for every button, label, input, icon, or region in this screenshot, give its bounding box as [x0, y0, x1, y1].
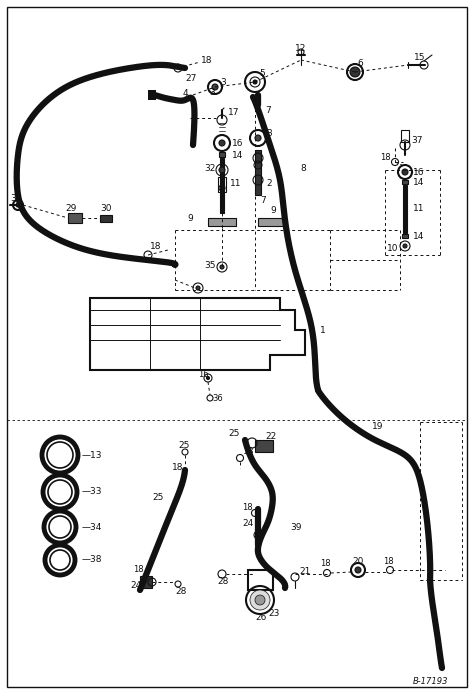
Text: 14: 14: [232, 151, 243, 160]
Text: 14: 14: [413, 178, 424, 187]
Text: —13: —13: [82, 450, 102, 459]
Text: 17: 17: [228, 108, 239, 117]
Text: 26: 26: [255, 613, 266, 623]
Text: 37: 37: [411, 135, 422, 144]
Text: 10: 10: [387, 244, 399, 253]
Bar: [402, 180, 408, 184]
Text: 18: 18: [150, 242, 162, 251]
Circle shape: [253, 80, 257, 84]
Text: —38: —38: [82, 555, 102, 564]
Text: 16: 16: [232, 139, 244, 148]
Circle shape: [256, 534, 259, 536]
Text: 1: 1: [320, 325, 326, 335]
Text: 3: 3: [266, 128, 272, 137]
Bar: [402, 234, 408, 238]
Text: 18: 18: [133, 566, 144, 575]
Text: 11: 11: [230, 178, 241, 187]
Text: 25: 25: [178, 441, 190, 450]
Text: 31: 31: [10, 194, 21, 203]
Text: 36: 36: [212, 393, 223, 403]
Text: 30: 30: [100, 203, 111, 212]
Text: —33: —33: [82, 487, 102, 496]
Text: 2: 2: [266, 178, 272, 187]
Circle shape: [48, 548, 72, 572]
Text: 21: 21: [299, 568, 310, 577]
Bar: [148, 90, 156, 100]
Text: 18: 18: [243, 448, 255, 457]
Text: 12: 12: [295, 44, 306, 53]
Circle shape: [212, 84, 218, 90]
Bar: [208, 218, 236, 226]
Text: 5: 5: [259, 69, 265, 78]
Bar: [401, 130, 409, 142]
Bar: [248, 570, 273, 590]
Text: 18: 18: [380, 153, 391, 162]
Circle shape: [219, 167, 225, 173]
Text: 25: 25: [228, 428, 239, 437]
Bar: [140, 576, 152, 588]
Text: 4: 4: [183, 89, 189, 97]
Text: 16: 16: [198, 369, 209, 378]
Circle shape: [196, 286, 200, 290]
Circle shape: [45, 440, 75, 470]
Bar: [403, 185, 407, 233]
Bar: [258, 218, 286, 226]
Text: 24: 24: [130, 580, 141, 589]
Text: 28: 28: [217, 577, 228, 586]
Circle shape: [16, 203, 20, 207]
Circle shape: [402, 169, 408, 175]
Text: 23: 23: [268, 609, 279, 618]
Circle shape: [403, 244, 407, 248]
Text: 3: 3: [209, 87, 215, 96]
Text: 16: 16: [413, 167, 425, 176]
Text: 18: 18: [242, 504, 253, 512]
Text: 25: 25: [152, 493, 164, 502]
Text: 7: 7: [265, 105, 271, 115]
Bar: [218, 177, 226, 192]
Circle shape: [47, 514, 73, 540]
Text: 20: 20: [352, 557, 364, 566]
Bar: [68, 213, 82, 223]
Bar: [100, 215, 112, 222]
Text: 6: 6: [357, 58, 363, 67]
Text: 19: 19: [372, 421, 383, 430]
Text: 18: 18: [383, 557, 393, 566]
Text: 28: 28: [175, 588, 186, 597]
Text: 11: 11: [413, 203, 425, 212]
Bar: [255, 440, 273, 452]
Text: 22: 22: [265, 432, 276, 441]
Text: 24: 24: [242, 518, 253, 527]
Text: 35: 35: [204, 260, 216, 269]
Circle shape: [250, 590, 270, 610]
Bar: [220, 158, 224, 213]
Text: 32: 32: [204, 164, 215, 173]
Text: 27: 27: [185, 74, 196, 83]
Text: 3: 3: [220, 78, 226, 87]
Text: 18: 18: [320, 559, 331, 568]
Circle shape: [207, 377, 210, 380]
Text: 7: 7: [260, 196, 266, 205]
Text: —34: —34: [82, 523, 102, 532]
Bar: [219, 152, 225, 157]
Circle shape: [255, 595, 265, 605]
Circle shape: [355, 567, 361, 573]
Circle shape: [255, 135, 261, 141]
Text: 14: 14: [413, 232, 424, 241]
Text: 29: 29: [65, 203, 76, 212]
Circle shape: [219, 140, 225, 146]
Text: B-17193: B-17193: [412, 677, 448, 686]
Text: 9: 9: [270, 205, 276, 214]
Polygon shape: [90, 298, 305, 370]
Text: 9: 9: [187, 214, 193, 223]
Text: 18: 18: [172, 464, 183, 473]
Bar: [255, 150, 261, 195]
Bar: [208, 218, 236, 226]
Circle shape: [220, 265, 224, 269]
Text: 39: 39: [290, 523, 301, 532]
Text: 8: 8: [300, 164, 306, 173]
Text: 18: 18: [201, 56, 212, 65]
Circle shape: [46, 478, 74, 506]
Text: 15: 15: [414, 53, 426, 62]
Circle shape: [350, 67, 360, 77]
